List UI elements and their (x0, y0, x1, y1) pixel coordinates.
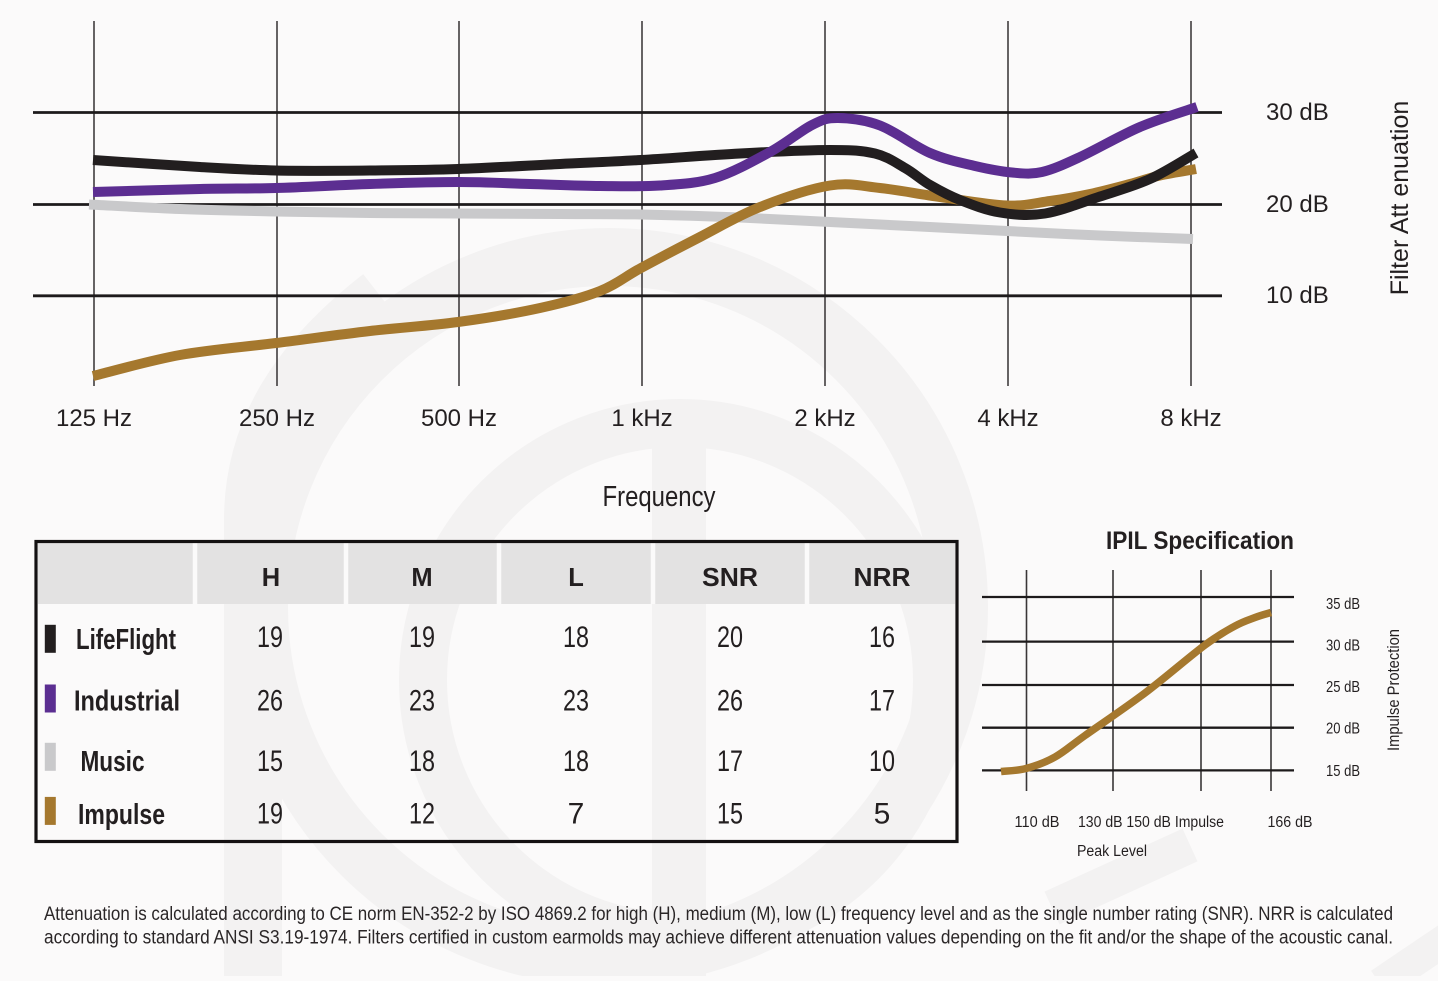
svg-text:19: 19 (409, 621, 435, 654)
svg-text:7: 7 (568, 798, 585, 831)
svg-text:M: M (411, 564, 432, 592)
svg-text:23: 23 (563, 685, 589, 718)
svg-text:19: 19 (257, 798, 283, 831)
svg-text:110 dB: 110 dB (1015, 814, 1060, 831)
svg-text:SNR: SNR (702, 564, 758, 592)
svg-text:250 Hz: 250 Hz (239, 405, 315, 432)
svg-text:IPIL Specification: IPIL Specification (1106, 527, 1294, 555)
svg-text:26: 26 (257, 685, 283, 718)
svg-text:23: 23 (409, 685, 435, 718)
svg-text:130 dB 150 dB Impulse: 130 dB 150 dB Impulse (1078, 814, 1224, 831)
svg-text:19: 19 (257, 621, 283, 654)
svg-text:Frequency: Frequency (603, 481, 716, 513)
svg-text:Industrial: Industrial (74, 686, 180, 718)
svg-text:20: 20 (717, 621, 743, 654)
svg-text:15 dB: 15 dB (1326, 763, 1360, 780)
svg-text:18: 18 (563, 745, 589, 778)
svg-text:5: 5 (874, 798, 891, 831)
svg-text:LifeFlight: LifeFlight (76, 624, 176, 656)
svg-text:30 dB: 30 dB (1266, 99, 1329, 126)
svg-text:4 kHz: 4 kHz (977, 405, 1038, 432)
svg-text:12: 12 (409, 798, 435, 831)
svg-text:Impulse: Impulse (78, 799, 165, 831)
svg-text:Peak Level: Peak Level (1077, 843, 1147, 860)
svg-text:8 kHz: 8 kHz (1160, 405, 1221, 432)
svg-text:20 dB: 20 dB (1266, 191, 1329, 218)
svg-text:Filter Att enuation: Filter Att enuation (1386, 101, 1414, 296)
svg-text:125 Hz: 125 Hz (56, 405, 132, 432)
svg-text:17: 17 (869, 685, 895, 718)
svg-text:NRR: NRR (854, 564, 911, 592)
svg-text:25 dB: 25 dB (1326, 679, 1360, 696)
svg-text:30 dB: 30 dB (1326, 638, 1360, 655)
svg-text:15: 15 (717, 798, 743, 831)
svg-text:17: 17 (717, 745, 743, 778)
svg-text:H: H (262, 564, 280, 592)
svg-text:1 kHz: 1 kHz (611, 405, 672, 432)
svg-text:18: 18 (409, 745, 435, 778)
svg-text:according to standard ANSI S3.: according to standard ANSI S3.19-1974. F… (44, 928, 1393, 949)
svg-text:Impulse Protection: Impulse Protection (1385, 629, 1403, 751)
svg-text:35 dB: 35 dB (1326, 596, 1360, 613)
svg-text:Music: Music (81, 746, 145, 778)
svg-text:15: 15 (257, 745, 283, 778)
svg-text:10 dB: 10 dB (1266, 282, 1329, 309)
svg-text:20 dB: 20 dB (1326, 721, 1360, 738)
svg-text:16: 16 (869, 621, 895, 654)
svg-text:Attenuation is calculated acco: Attenuation is calculated according to C… (44, 904, 1393, 925)
svg-text:26: 26 (717, 685, 743, 718)
svg-text:166 dB: 166 dB (1268, 814, 1313, 831)
svg-text:18: 18 (563, 621, 589, 654)
svg-text:10: 10 (869, 745, 895, 778)
svg-text:500 Hz: 500 Hz (421, 405, 497, 432)
svg-text:L: L (568, 564, 584, 592)
svg-text:2 kHz: 2 kHz (794, 405, 855, 432)
